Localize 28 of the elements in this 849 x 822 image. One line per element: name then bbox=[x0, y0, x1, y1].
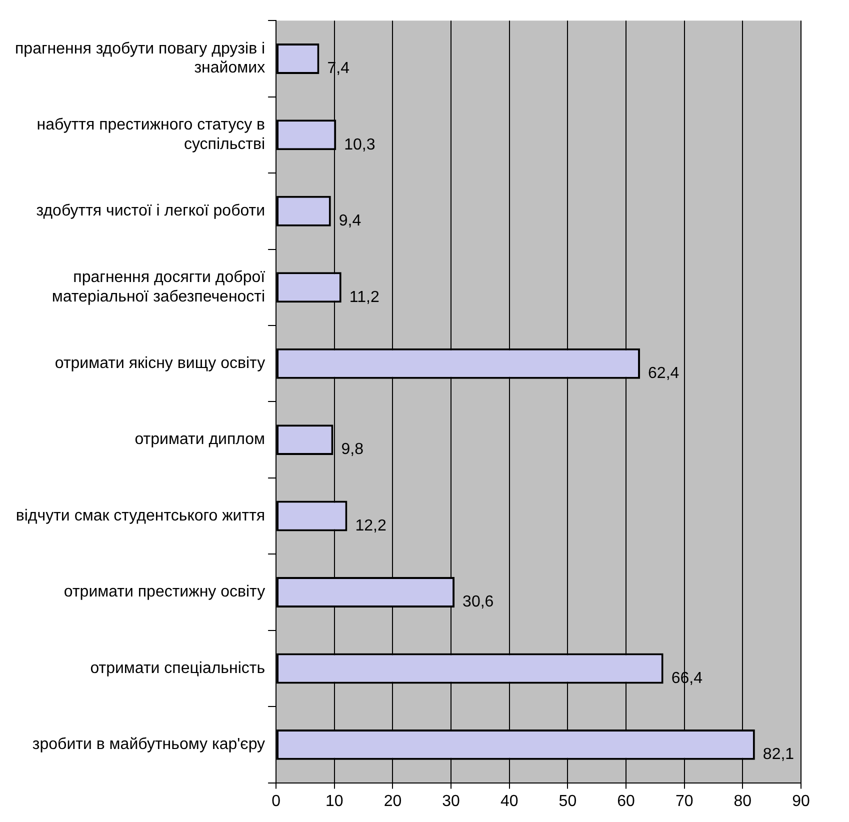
y-tick-label: прагнення здобути повагу друзів і знайомих bbox=[15, 40, 266, 77]
x-tick-label: 10 bbox=[325, 792, 344, 810]
x-tick-label: 70 bbox=[675, 792, 694, 810]
x-tick-label: 20 bbox=[384, 792, 402, 810]
data-label: 10,3 bbox=[344, 136, 376, 154]
y-tick-label: зробити в майбутньому кар'єру bbox=[32, 736, 266, 754]
y-tick-label: отримати якісну вищу освіту bbox=[54, 354, 266, 372]
x-tick-label: 0 bbox=[272, 792, 281, 810]
data-label: 11,2 bbox=[349, 288, 380, 306]
data-label: 12,2 bbox=[355, 517, 386, 534]
y-tick-label: отримати спеціальність bbox=[90, 660, 266, 677]
data-label: 9,8 bbox=[341, 441, 364, 458]
y-tick-label: здобуття чистої і легкої роботи bbox=[36, 202, 266, 220]
data-label: 62,4 bbox=[648, 364, 680, 382]
y-tick-label: отримати диплом bbox=[134, 431, 266, 448]
y-tick-label: набуття престижного статусу в суспільстві bbox=[36, 116, 266, 153]
x-tick-label: 90 bbox=[792, 792, 810, 810]
y-tick-label: отримати престижну освіту bbox=[64, 584, 266, 601]
y-tick-label: відчути смак студентського життя bbox=[16, 507, 266, 524]
x-tick-label: 80 bbox=[734, 792, 752, 810]
data-label: 30,6 bbox=[462, 594, 494, 611]
data-label: 82,1 bbox=[762, 746, 794, 764]
x-tick-label: 50 bbox=[558, 792, 577, 810]
data-label: 9,4 bbox=[338, 212, 362, 230]
x-tick-label: 40 bbox=[500, 792, 518, 810]
y-tick-label: прагнення досягти доброї матеріальної забезпеченості bbox=[52, 269, 266, 306]
x-tick-label: 60 bbox=[617, 792, 636, 810]
x-tick-label: 30 bbox=[442, 792, 460, 810]
